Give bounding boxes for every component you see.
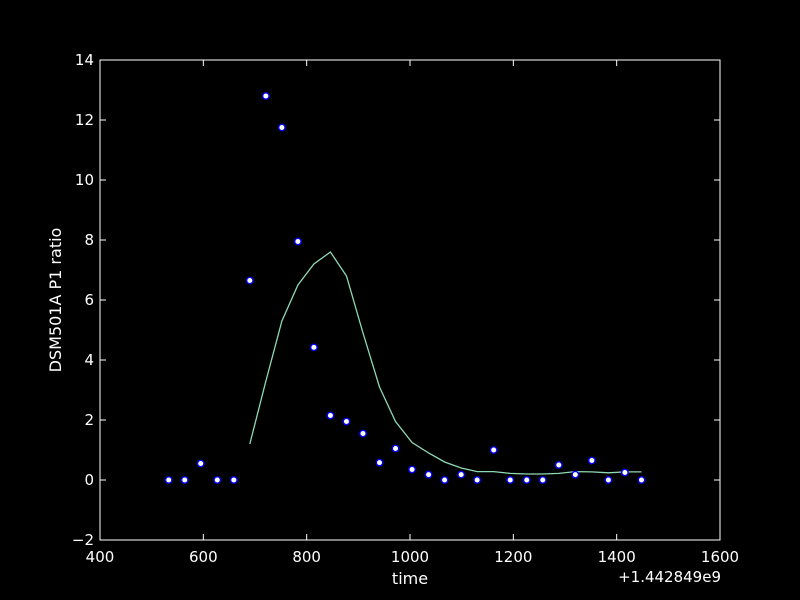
x-tick-label: 1600	[701, 548, 739, 566]
y-tick-label: −2	[72, 531, 94, 549]
data-point	[424, 470, 433, 479]
data-point	[245, 276, 254, 285]
data-point	[489, 446, 498, 454]
data-point	[180, 476, 189, 484]
data-point	[522, 476, 531, 484]
data-point	[293, 237, 302, 246]
data-point	[196, 459, 205, 468]
data-point	[587, 456, 596, 465]
axis-ticks	[99, 59, 721, 541]
axis-tick-labels: 400 600 800 1000 1200 1400 1600 −2 0 2 4 6 8 10 12 14	[72, 51, 739, 566]
y-axis-label: DSM501A P1 ratio	[46, 228, 65, 373]
x-tick-label: 1000	[391, 548, 429, 566]
x-tick-label: 1200	[494, 548, 532, 566]
x-axis-label: time	[392, 569, 428, 588]
x-tick-label: 600	[189, 548, 218, 566]
data-point	[326, 411, 335, 420]
data-point	[391, 444, 400, 453]
data-point	[342, 417, 351, 426]
y-tick-label: 6	[84, 291, 94, 309]
data-point	[621, 468, 629, 477]
data-point	[359, 429, 367, 438]
data-point	[309, 343, 318, 352]
y-tick-label: 2	[84, 411, 94, 429]
data-point	[457, 470, 466, 479]
data-point	[440, 476, 449, 484]
y-tick-label: 0	[84, 471, 94, 489]
x-tick-label: 400	[86, 548, 115, 566]
data-point	[473, 476, 482, 484]
data-point	[261, 92, 270, 100]
data-point	[408, 465, 416, 474]
data-point	[229, 476, 238, 484]
y-tick-label: 14	[75, 51, 94, 69]
data-point	[375, 458, 384, 467]
y-tick-label: 4	[84, 351, 94, 369]
series-points-group	[164, 92, 646, 484]
data-point	[604, 476, 613, 484]
data-point	[213, 476, 222, 484]
x-axis-offset-label: +1.442849e9	[618, 568, 721, 586]
data-point	[164, 476, 173, 484]
data-point	[506, 476, 515, 484]
y-tick-label: 8	[84, 231, 94, 249]
data-point	[637, 476, 646, 484]
y-tick-label: 12	[75, 111, 94, 129]
x-tick-label: 800	[292, 548, 321, 566]
y-tick-label: 10	[75, 171, 94, 189]
data-point	[554, 461, 563, 469]
x-tick-label: 1400	[598, 548, 636, 566]
data-point	[538, 476, 547, 484]
data-point	[277, 123, 286, 132]
plot-area	[99, 59, 721, 541]
data-point	[571, 470, 580, 479]
